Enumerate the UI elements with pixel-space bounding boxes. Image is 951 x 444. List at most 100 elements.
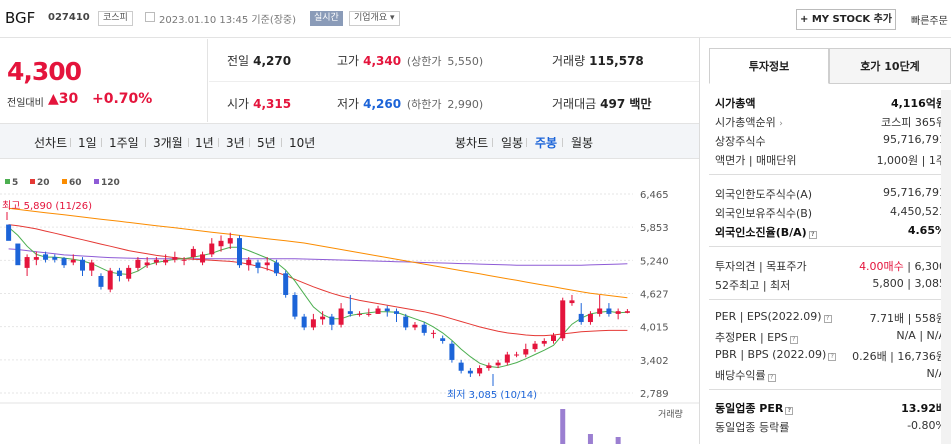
tab-3m[interactable]: 3개월 [153,136,183,150]
ma20-line [8,224,628,337]
investment-opinion-row: 투자의견 | 목표주가 4.00매수 | 6,300 [715,260,946,273]
candle-body [135,259,141,268]
tab-order-book[interactable]: 호가 10단계 [829,48,951,84]
tab-monthly-candle[interactable]: 월봉 [571,136,594,150]
tab-weekly-candle[interactable]: 주봉 [535,136,558,150]
candle-body [338,308,344,325]
add-mystock-button[interactable]: + MY STOCK 추가 [796,9,896,30]
candle-body [33,257,39,260]
candle-body [310,319,316,328]
legend-swatch [5,179,10,184]
ma60-line [8,207,628,299]
tab-1y[interactable]: 1년 [195,136,214,150]
candle-body [587,313,593,323]
price-change: ▲30 [48,91,79,107]
candle-body [283,273,289,295]
calendar-icon [145,12,155,22]
candle-body [357,313,363,315]
candle-body [200,254,206,263]
candle-body [412,324,418,328]
tab-5y[interactable]: 5년 [257,136,276,150]
candle-body [514,354,520,356]
timestamp: 2023.01.10 13:45 기준(장중) [159,15,297,26]
low-annotation: 최저 3,085 (10/14) [447,389,537,401]
company-overview-dropdown[interactable]: 기업개요 ▾ [349,11,400,26]
pbr-bps-row: PBR | BPS (2022.09)? 0.26배 | 16,736원 [715,348,946,363]
candle-body [384,308,390,312]
help-icon: ? [828,353,837,361]
help-icon: ? [785,407,794,415]
candle-body [80,259,85,271]
legend-ma5: 5 [5,178,18,188]
candle-body [190,248,196,258]
candle-body [301,316,307,328]
candle-body [107,270,113,290]
section-divider [709,299,945,300]
y-tick-label: 2,789 [640,389,669,400]
candle-body [273,262,279,274]
candle-body [615,311,621,314]
candle-body [477,368,483,374]
legend-swatch [94,179,99,184]
candle-body [227,238,233,244]
candle-body [144,262,150,266]
candle-body [329,316,335,325]
volume-bar [615,437,621,444]
volume-bar [560,409,566,444]
candle-body [172,257,178,260]
current-price: 4,300 [7,57,82,86]
tab-line-chart: 선차트 [34,136,68,150]
est-per-row: 추정PER | EPS? N/A | N/A [715,329,946,344]
tab-daily-candle[interactable]: 일봉 [501,136,524,150]
section-divider [709,246,945,247]
foreign-limit-row: 외국인한도주식수(A) 95,716,791 [715,186,946,201]
market-badge: 코스피 [98,11,133,26]
chart-period-tabs: 선차트 1일 1주일 3개월 1년 3년 5년 10년 봉차트 일봉 주봉 월봉 [0,123,699,159]
tab-investment-info[interactable]: 투자정보 [709,48,829,84]
candle-body [255,262,261,268]
foreign-holding-row: 외국인보유주식수(B) 4,450,521 [715,205,946,220]
candle-body [246,259,252,266]
tab-3y[interactable]: 3년 [226,136,245,150]
investment-info-panel: 투자정보 호가 10단계 시가총액 4,116억원 시가총액순위 › 코스피 365… [709,48,951,444]
candle-body [560,300,566,339]
candle-body [320,316,326,320]
candle-body [421,324,427,333]
candle-body [43,254,49,260]
legend-ma60: 60 [62,178,82,188]
realtime-button[interactable]: 실시간 [310,11,343,26]
candle-body [578,313,584,323]
help-icon: ? [789,336,798,344]
legend-swatch [30,179,35,184]
candle-body [89,262,95,271]
tab-10y[interactable]: 10년 [289,136,316,150]
y-tick-label: 3,402 [640,356,669,367]
candle-body [440,338,446,341]
candle-body [116,270,122,277]
candle-body [449,343,455,360]
candle-body [209,243,215,255]
candle-body [366,313,372,315]
foreign-ratio-row: 외국인소진율(B/A)? 4.65% [715,224,946,239]
help-icon: ? [767,374,776,382]
quick-order-link[interactable]: 빠른주문 [911,16,948,27]
tab-1w[interactable]: 1주일 [109,136,139,150]
prev-close: 전일 4,270 [227,54,292,68]
tab-1d[interactable]: 1일 [78,136,97,150]
stats-row-1: 전일 4,270 고가 4,340 (상한가 5,550) 거래량 115,578 [209,39,699,80]
candle-body [467,370,473,374]
candle-body [569,300,575,304]
scrollbar[interactable] [941,90,951,444]
legend-ma120: 120 [94,178,120,188]
candle-body [153,259,159,263]
help-icon: ? [808,231,817,239]
ma120-line [8,248,628,266]
price-chart[interactable]: 6,465 5,853 5,240 4,627 4,015 3,402 2,789 최고 5,… [0,160,699,444]
listed-shares-row: 상장주식수 95,716,791 [715,133,946,148]
help-icon: ? [823,315,832,323]
stock-header: BGF 027410 코스피 2023.01.10 13:45 기준(장중) 실… [0,0,951,38]
candle-body [624,311,630,313]
volume: 거래량 115,578 [552,54,644,68]
candle-body [495,362,501,366]
